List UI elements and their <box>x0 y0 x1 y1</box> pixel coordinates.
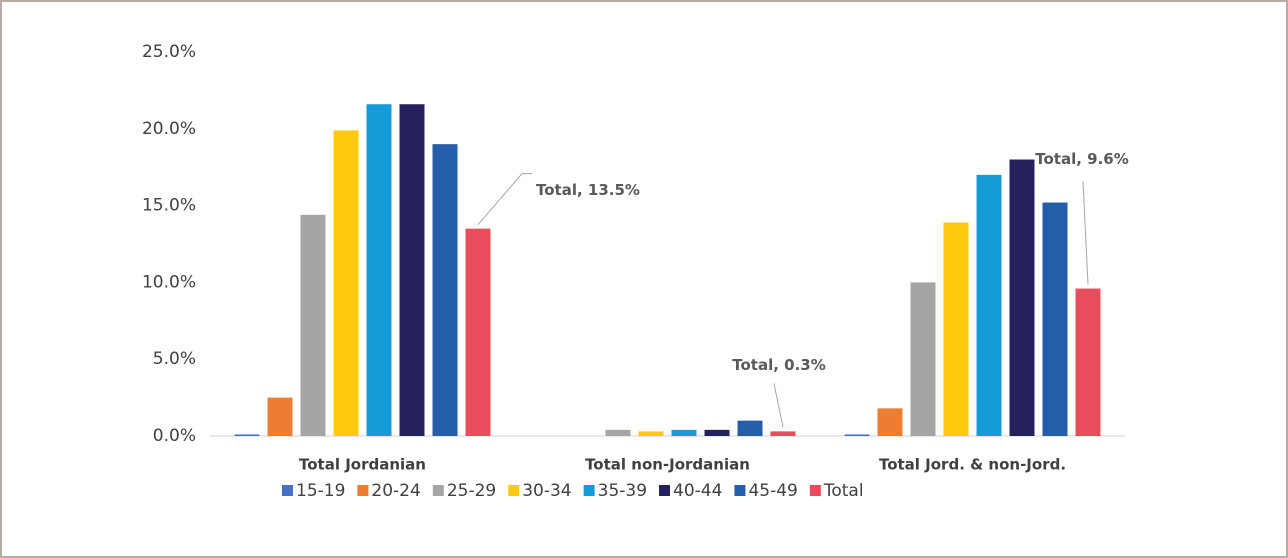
y-tick-label: 20.0% <box>142 119 196 139</box>
bar <box>333 130 359 436</box>
bar <box>704 429 730 436</box>
legend-swatch <box>357 485 369 496</box>
legend-swatch <box>508 485 520 496</box>
leader-line <box>477 173 532 225</box>
y-tick-label: 5.0% <box>153 349 196 369</box>
bar <box>638 431 664 436</box>
legend-swatch <box>659 485 671 496</box>
leader-line <box>773 383 784 428</box>
legend-label: 35-39 <box>598 481 647 501</box>
bar <box>671 429 697 436</box>
bar <box>432 144 458 436</box>
data-label: Total, 13.5% <box>536 181 640 199</box>
legend-swatch <box>432 485 444 496</box>
y-tick-label: 25.0% <box>142 42 196 62</box>
bar <box>267 397 293 436</box>
bar <box>877 408 903 436</box>
bar <box>1009 159 1035 436</box>
legend-label: 20-24 <box>371 481 420 501</box>
bar <box>605 429 631 436</box>
legend-swatch <box>809 485 821 496</box>
bar <box>943 222 969 436</box>
legend-label: 15-19 <box>296 481 345 501</box>
bar <box>300 214 326 436</box>
legend-label: 40-44 <box>673 481 722 501</box>
bar <box>1042 202 1068 436</box>
legend-label: 45-49 <box>748 481 797 501</box>
bar <box>976 174 1002 436</box>
legend-label: Total <box>823 481 864 501</box>
x-tick-label: Total Jord. & non-Jord. <box>879 456 1066 474</box>
bar <box>366 104 392 436</box>
bar <box>844 434 870 436</box>
legend-swatch <box>734 485 746 496</box>
y-tick-label: 0.0% <box>153 426 196 446</box>
legend-swatch <box>282 485 293 496</box>
bar <box>399 104 425 436</box>
bar <box>234 434 260 436</box>
bar <box>1075 288 1101 436</box>
x-tick-label: Total Jordanian <box>299 456 426 474</box>
bar <box>910 282 936 436</box>
y-tick-label: 10.0% <box>142 272 196 292</box>
legend-label: 25-29 <box>447 481 496 501</box>
bar <box>770 431 796 436</box>
bar <box>465 228 491 436</box>
data-label: Total, 0.3% <box>732 356 826 374</box>
y-tick-label: 15.0% <box>142 196 196 216</box>
legend-label: 30-34 <box>522 481 571 501</box>
bar <box>737 420 763 436</box>
data-label: Total, 9.6% <box>1035 150 1129 168</box>
x-tick-label: Total non-Jordanian <box>585 456 750 474</box>
legend-swatch <box>583 485 595 496</box>
leader-line <box>1082 181 1089 285</box>
